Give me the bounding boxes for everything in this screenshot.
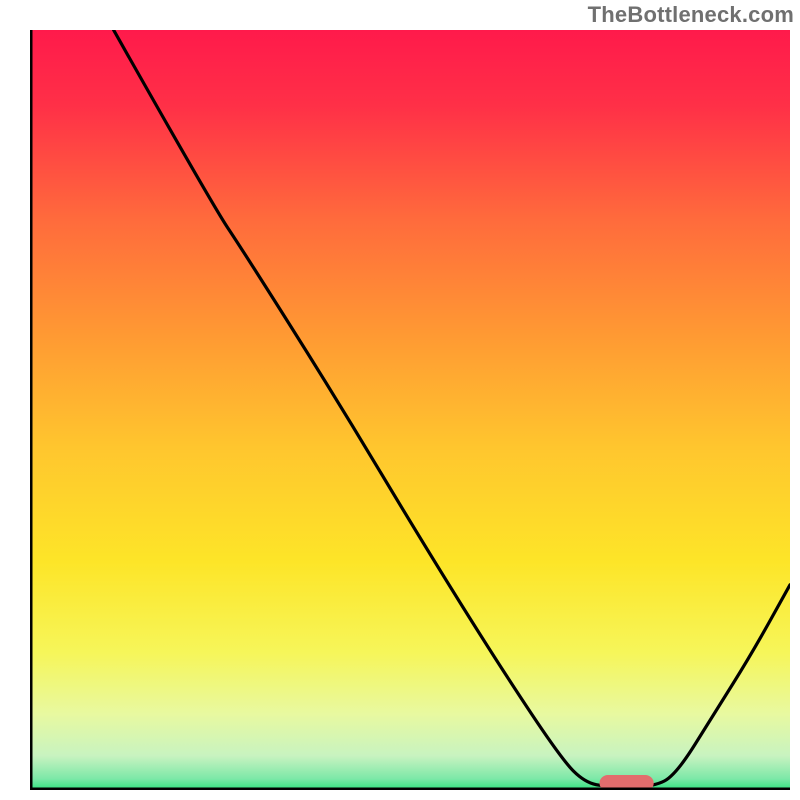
chart-container: TheBottleneck.com <box>0 0 800 800</box>
gradient-background <box>30 30 790 790</box>
chart-plot-area <box>30 30 790 790</box>
watermark-text: TheBottleneck.com <box>588 2 794 28</box>
